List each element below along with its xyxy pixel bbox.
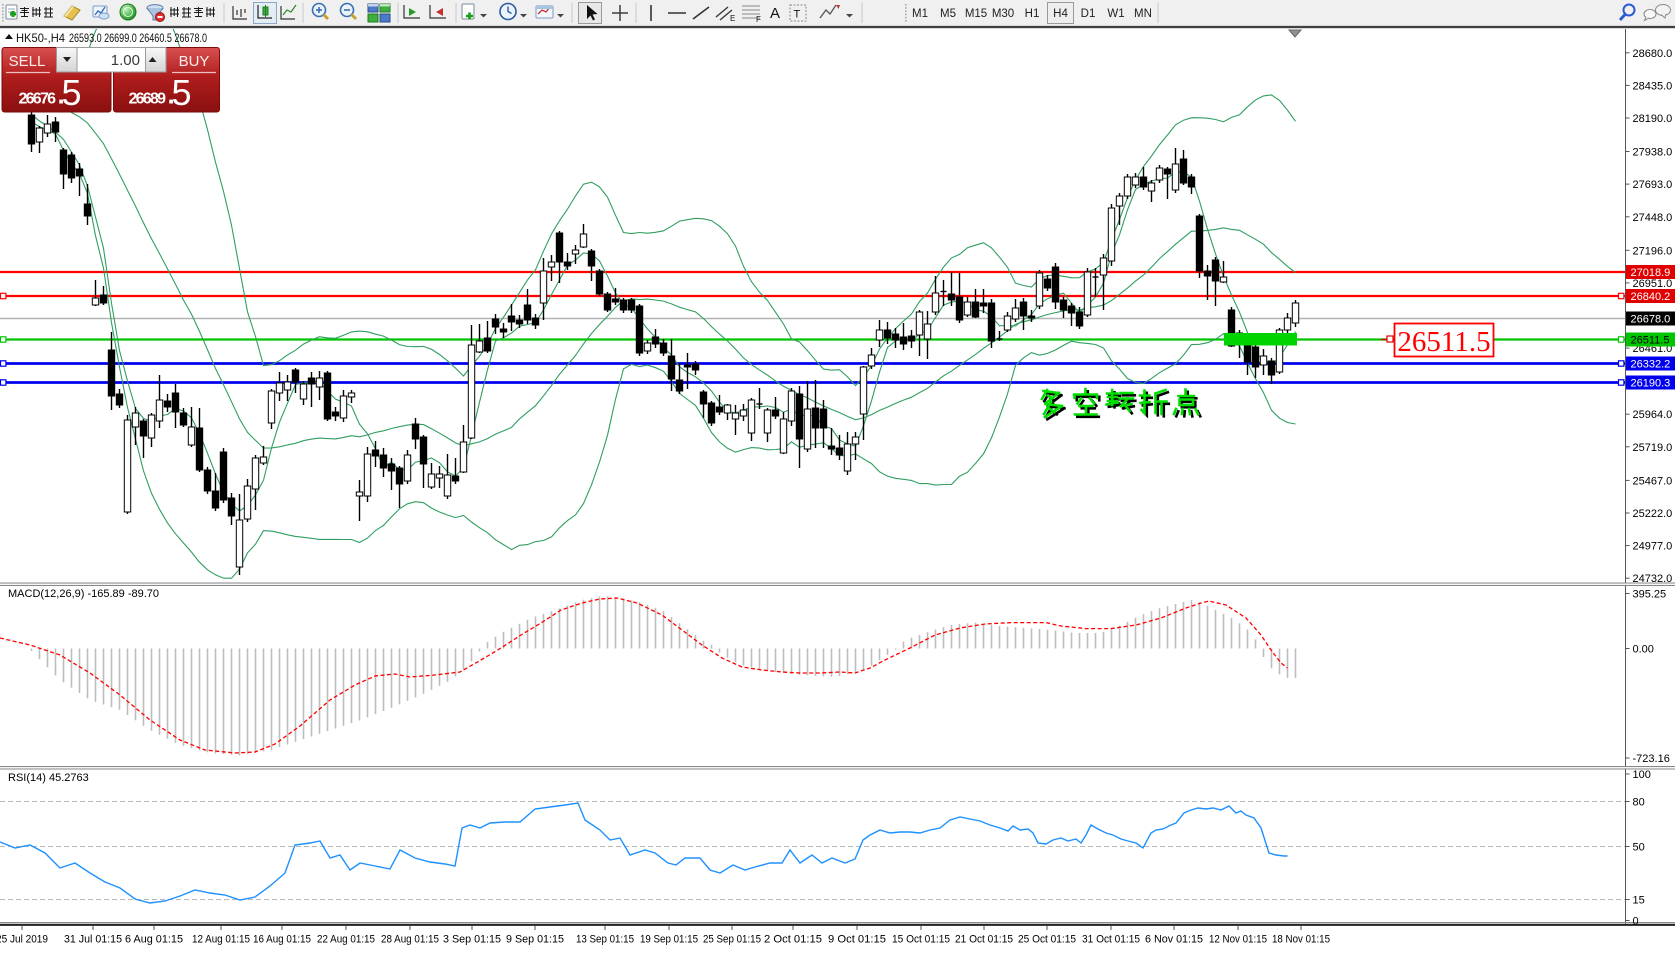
svg-text:M30: M30 xyxy=(992,8,1014,20)
svg-text:24732.0: 24732.0 xyxy=(1633,573,1673,585)
svg-text:12 Nov 01:15: 12 Nov 01:15 xyxy=(1209,934,1267,946)
svg-text:W1: W1 xyxy=(1107,8,1124,20)
svg-text:5: 5 xyxy=(62,72,82,113)
svg-text:12 Aug 01:15: 12 Aug 01:15 xyxy=(192,934,250,946)
svg-text:3 Sep 01:15: 3 Sep 01:15 xyxy=(443,934,501,946)
svg-text:M1: M1 xyxy=(912,8,928,20)
svg-text:15 Oct 01:15: 15 Oct 01:15 xyxy=(892,934,950,946)
svg-text:MACD(12,26,9) -165.89 -89.70: MACD(12,26,9) -165.89 -89.70 xyxy=(8,588,159,600)
svg-text:26676: 26676 xyxy=(19,91,57,108)
svg-text:D1: D1 xyxy=(1081,8,1096,20)
svg-text:16 Aug 01:15: 16 Aug 01:15 xyxy=(253,934,311,946)
svg-text:27938.0: 27938.0 xyxy=(1633,147,1673,159)
svg-text:28190.0: 28190.0 xyxy=(1633,113,1673,125)
svg-text:31 Jul 01:15: 31 Jul 01:15 xyxy=(64,934,122,946)
svg-text:26593.0 26699.0 26460.5 26678.: 26593.0 26699.0 26460.5 26678.0 xyxy=(69,31,207,45)
svg-text:6 Aug 01:15: 6 Aug 01:15 xyxy=(125,934,183,946)
svg-text:26511.5: 26511.5 xyxy=(1631,335,1670,347)
svg-text:25719.0: 25719.0 xyxy=(1633,442,1673,454)
svg-text:22 Aug 01:15: 22 Aug 01:15 xyxy=(317,934,375,946)
svg-text:26678.0: 26678.0 xyxy=(1631,314,1671,326)
svg-text:H4: H4 xyxy=(1053,8,1068,20)
svg-text:50: 50 xyxy=(1633,842,1645,854)
svg-text:28435.0: 28435.0 xyxy=(1633,80,1673,92)
svg-text:H1: H1 xyxy=(1025,8,1040,20)
svg-text:80: 80 xyxy=(1633,797,1645,809)
svg-text:19 Sep 01:15: 19 Sep 01:15 xyxy=(640,934,698,946)
svg-text:21 Oct 01:15: 21 Oct 01:15 xyxy=(955,934,1013,946)
svg-text:26689: 26689 xyxy=(129,91,167,108)
svg-text:25 Sep 01:15: 25 Sep 01:15 xyxy=(703,934,761,946)
svg-text:27196.0: 27196.0 xyxy=(1633,245,1673,257)
svg-text:13 Sep 01:15: 13 Sep 01:15 xyxy=(576,934,634,946)
svg-text:5: 5 xyxy=(172,72,192,113)
svg-text:26332.2: 26332.2 xyxy=(1631,359,1671,371)
svg-text:27018.9: 27018.9 xyxy=(1631,267,1671,279)
svg-text:9 Sep 01:15: 9 Sep 01:15 xyxy=(506,934,564,946)
svg-text:28680.0: 28680.0 xyxy=(1633,48,1673,60)
svg-text:T: T xyxy=(794,9,801,21)
svg-text:SELL: SELL xyxy=(9,53,46,70)
svg-text:.: . xyxy=(168,80,175,110)
svg-text:27693.0: 27693.0 xyxy=(1633,179,1673,191)
svg-text:100: 100 xyxy=(1633,769,1651,781)
svg-text:6 Nov 01:15: 6 Nov 01:15 xyxy=(1145,934,1203,946)
svg-text:M15: M15 xyxy=(965,8,987,20)
svg-text:31 Oct 01:15: 31 Oct 01:15 xyxy=(1082,934,1140,946)
svg-text:28 Aug 01:15: 28 Aug 01:15 xyxy=(381,934,439,946)
svg-text:1.00: 1.00 xyxy=(111,52,140,69)
svg-text:15: 15 xyxy=(1633,895,1645,907)
svg-text:-723.16: -723.16 xyxy=(1633,753,1670,765)
svg-text:BUY: BUY xyxy=(179,53,210,70)
svg-text:395.25: 395.25 xyxy=(1633,589,1667,601)
svg-text:M5: M5 xyxy=(940,8,956,20)
svg-text:25467.0: 25467.0 xyxy=(1633,475,1673,487)
svg-text:27448.0: 27448.0 xyxy=(1633,212,1673,224)
svg-text:25222.0: 25222.0 xyxy=(1633,508,1673,520)
svg-text:25964.0: 25964.0 xyxy=(1633,409,1673,421)
svg-text:E: E xyxy=(730,14,735,23)
svg-text:26190.3: 26190.3 xyxy=(1631,378,1671,390)
svg-text:HK50-,H4: HK50-,H4 xyxy=(16,31,65,45)
svg-text:.: . xyxy=(58,80,65,110)
svg-text:9 Oct 01:15: 9 Oct 01:15 xyxy=(828,934,886,946)
svg-text:26951.0: 26951.0 xyxy=(1633,278,1673,290)
svg-text:25 Jul 2019: 25 Jul 2019 xyxy=(0,934,48,946)
svg-text:A: A xyxy=(770,5,780,22)
svg-text:MN: MN xyxy=(1134,8,1152,20)
svg-text:18 Nov 01:15: 18 Nov 01:15 xyxy=(1272,934,1330,946)
svg-text:24977.0: 24977.0 xyxy=(1633,541,1673,553)
svg-text:RSI(14) 45.2763: RSI(14) 45.2763 xyxy=(8,772,89,784)
svg-text:0.00: 0.00 xyxy=(1633,644,1654,656)
svg-text:26840.2: 26840.2 xyxy=(1631,291,1671,303)
svg-text:F: F xyxy=(756,15,761,24)
svg-text:25 Oct 01:15: 25 Oct 01:15 xyxy=(1018,934,1076,946)
svg-text:0: 0 xyxy=(1633,916,1639,928)
svg-text:26511.5: 26511.5 xyxy=(1397,326,1490,358)
svg-text:2 Oct 01:15: 2 Oct 01:15 xyxy=(764,934,822,946)
